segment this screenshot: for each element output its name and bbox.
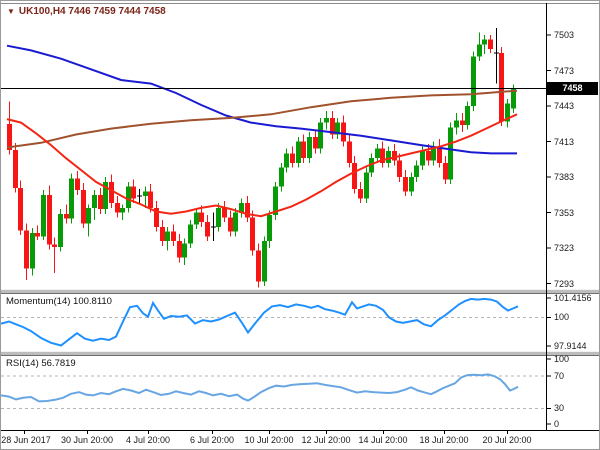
price-axis-label: 30 [554,403,565,414]
momentum-line [1,297,519,347]
price-axis-label: 100 [554,354,570,364]
price-axis-label: 7443 [554,101,575,112]
ma-slow-blue [6,44,517,155]
time-axis-label: 10 Jul 20:00 [244,435,294,445]
time-axis-label: 28 Jun 2017 [1,435,51,445]
price-axis-label: 7383 [554,172,575,183]
time-axis-label: 18 Jul 20:00 [419,435,469,445]
time-axis-label: 12 Jul 20:00 [301,435,351,445]
momentum-pane[interactable] [1,294,546,351]
rsi-line [1,373,519,403]
momentum-indicator-label: Momentum(14) 100.8110 [6,296,112,307]
price-axis-label: 100 [554,312,570,323]
time-axis[interactable] [1,430,599,449]
price-axis-label: 7353 [554,207,575,218]
price-axis-label: 0 [554,419,560,429]
price-axis-label: 70 [554,371,565,381]
time-axis-label: 6 Jul 20:00 [189,435,235,445]
symbol-marker-icon[interactable]: ▼ [7,7,15,16]
price-axis-label: 7503 [554,30,575,40]
rsi-pane[interactable] [1,356,546,430]
chart-title-text: UK100,H4 7446 7459 7444 7458 [18,6,166,17]
time-axis-label: 4 Jul 20:00 [125,435,171,445]
time-axis-label: 14 Jul 20:00 [358,435,408,445]
chart-title: ▼ UK100,H4 7446 7459 7444 7458 [7,6,166,17]
time-axis-label: 20 Jul 20:00 [482,435,532,445]
main-chart-pane[interactable] [1,3,546,289]
price-axis-label: 7293 [554,278,575,289]
price-axis-label: 7413 [554,136,575,147]
price-axis-label: 7473 [554,65,575,76]
price-axis-label: 97.9144 [554,341,587,351]
time-axis-label: 30 Jun 20:00 [60,435,114,445]
price-axis[interactable] [546,1,599,430]
current-price-tag: 7458 [547,82,598,95]
price-axis-label: 101.4156 [554,293,592,303]
ma-fast-red [6,113,518,218]
price-axis-label: 7323 [554,243,575,254]
rsi-indicator-label: RSI(14) 56.7819 [6,358,76,369]
ma-mid-sienna [6,89,518,149]
